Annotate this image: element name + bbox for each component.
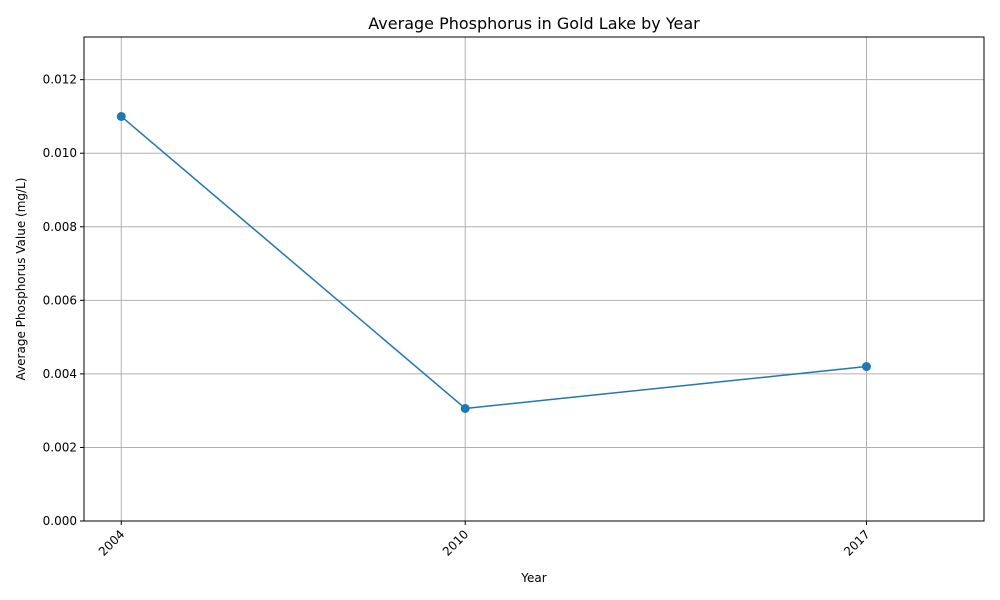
data-point bbox=[861, 362, 871, 372]
plot-frame bbox=[83, 36, 985, 522]
x-tick-label: 2017 bbox=[841, 527, 872, 558]
y-tick-label: 0.010 bbox=[43, 146, 77, 160]
x-axis: 2004 2010 2017 bbox=[96, 521, 873, 559]
x-tick-label: 2004 bbox=[96, 527, 127, 558]
data-point bbox=[116, 111, 126, 121]
series-line bbox=[120, 115, 867, 410]
y-axis: 0.000 0.002 0.004 0.006 0.008 0.010 0.012 bbox=[43, 73, 84, 528]
chart-title: Average Phosphorus in Gold Lake by Year bbox=[368, 14, 700, 33]
y-tick-label: 0.006 bbox=[43, 293, 77, 307]
data-point bbox=[460, 403, 470, 413]
x-tick-label: 2010 bbox=[440, 527, 471, 558]
y-axis-label: Average Phosphorus Value (mg/L) bbox=[14, 178, 28, 381]
y-tick-label: 0.002 bbox=[43, 440, 77, 454]
grid bbox=[84, 37, 984, 521]
series-layer bbox=[116, 111, 871, 413]
y-tick-label: 0.004 bbox=[43, 367, 77, 381]
y-tick-label: 0.008 bbox=[43, 220, 77, 234]
y-tick-label: 0.000 bbox=[43, 514, 77, 528]
x-axis-label: Year bbox=[520, 571, 546, 585]
y-tick-label: 0.012 bbox=[43, 73, 77, 87]
